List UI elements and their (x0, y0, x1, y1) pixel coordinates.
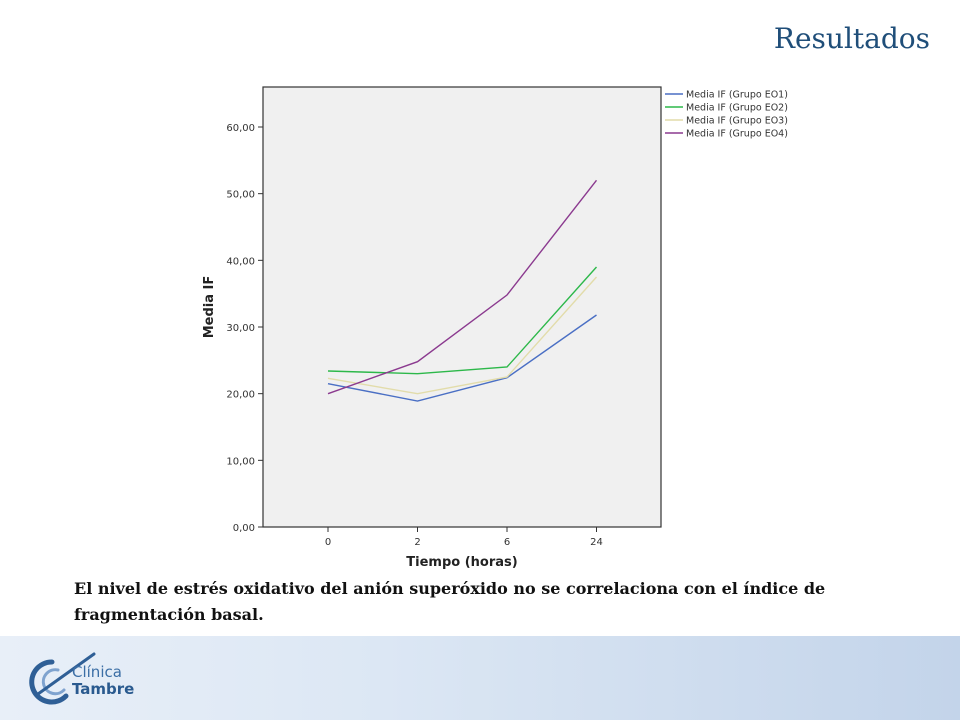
x-axis-label: Tiempo (horas) (406, 555, 517, 570)
legend-label: Media IF (Grupo EO2) (686, 103, 788, 114)
legend: Media IF (Grupo EO1) Media IF (Grupo EO2)… (665, 90, 788, 140)
clinica-tambre-logo-icon (29, 652, 96, 705)
series-line-eo3 (327, 276, 598, 395)
series-line-eo1 (327, 314, 597, 402)
x-tick-label: 24 (590, 537, 603, 548)
y-axis: 0,00 10,00 20,00 30,00 40,00 50,00 60,00 (226, 123, 263, 534)
logo-line1: Clínica (72, 663, 122, 681)
footer-band (0, 636, 960, 720)
x-tick-label: 0 (325, 537, 331, 548)
series-lines (327, 179, 598, 402)
x-tick-label: 2 (414, 537, 420, 548)
y-tick-label: 0,00 (233, 523, 255, 534)
series-line-eo4 (327, 179, 598, 395)
slide-caption: El nivel de estrés oxidativo del anión s… (74, 579, 826, 624)
slide-title: Resultados (773, 22, 930, 55)
y-tick-label: 30,00 (226, 323, 255, 334)
x-tick-label: 6 (504, 537, 510, 548)
y-tick-label: 10,00 (226, 456, 255, 467)
y-tick-label: 20,00 (226, 390, 255, 401)
chart-svg: 0,00 10,00 20,00 30,00 40,00 50,00 60,00 0 2 6 24… (202, 86, 788, 570)
x-axis: 0 2 6 24 (325, 527, 603, 548)
y-tick-label: 40,00 (226, 256, 255, 267)
y-tick-label: 50,00 (226, 190, 255, 201)
logo-line2: Tambre (72, 680, 135, 698)
legend-label: Media IF (Grupo EO3) (686, 116, 788, 127)
plot-area (262, 86, 662, 528)
legend-label: Media IF (Grupo EO1) (686, 90, 788, 101)
line-chart: 0,00 10,00 20,00 30,00 40,00 50,00 60,00 0 2 6 24… (195, 75, 815, 580)
y-axis-label: Media IF (202, 276, 217, 339)
logo-wordmark: Clínica Tambre (72, 664, 134, 698)
legend-label: Media IF (Grupo EO4) (686, 129, 788, 140)
series-line-eo2 (327, 266, 598, 375)
y-tick-label: 60,00 (226, 123, 255, 134)
